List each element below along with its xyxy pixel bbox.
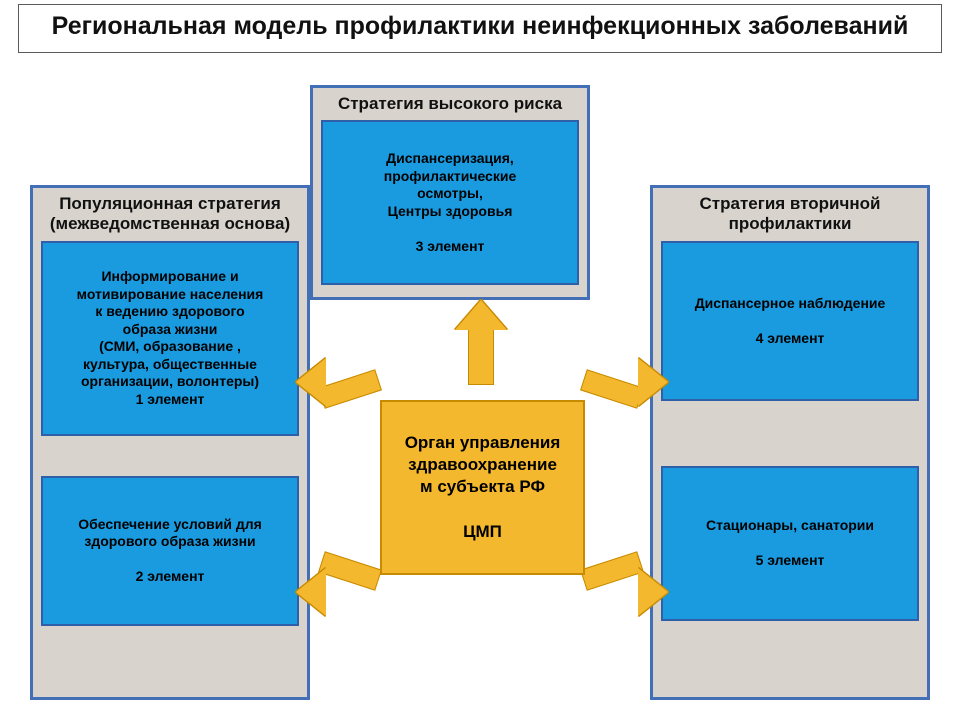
element-4-box: Диспансерное наблюдение 4 элемент <box>661 241 919 401</box>
central-hub: Орган управления здравоохранение м субъе… <box>380 400 585 575</box>
strategy-secondary-header: Стратегия вторичной профилактики <box>661 194 919 235</box>
element-3-box: Диспансеризация, профилактические осмотр… <box>321 120 579 285</box>
element-2-box: Обеспечение условий для здорового образа… <box>41 476 299 626</box>
spacer <box>41 436 299 476</box>
strategy-secondary: Стратегия вторичной профилактики Диспанс… <box>650 185 930 700</box>
strategy-high-risk: Стратегия высокого риска Диспансеризация… <box>310 85 590 300</box>
spacer <box>661 401 919 466</box>
page-title: Региональная модель профилактики неинфек… <box>29 11 931 42</box>
element-1-box: Информирование и мотивирование населения… <box>41 241 299 436</box>
element-5-box: Стационары, санатории 5 элемент <box>661 466 919 621</box>
strategy-high-risk-header: Стратегия высокого риска <box>321 94 579 114</box>
strategy-population: Популяционная стратегия (межведомственна… <box>30 185 310 700</box>
page-title-box: Региональная модель профилактики неинфек… <box>18 4 942 53</box>
strategy-population-header: Популяционная стратегия (межведомственна… <box>41 194 299 235</box>
